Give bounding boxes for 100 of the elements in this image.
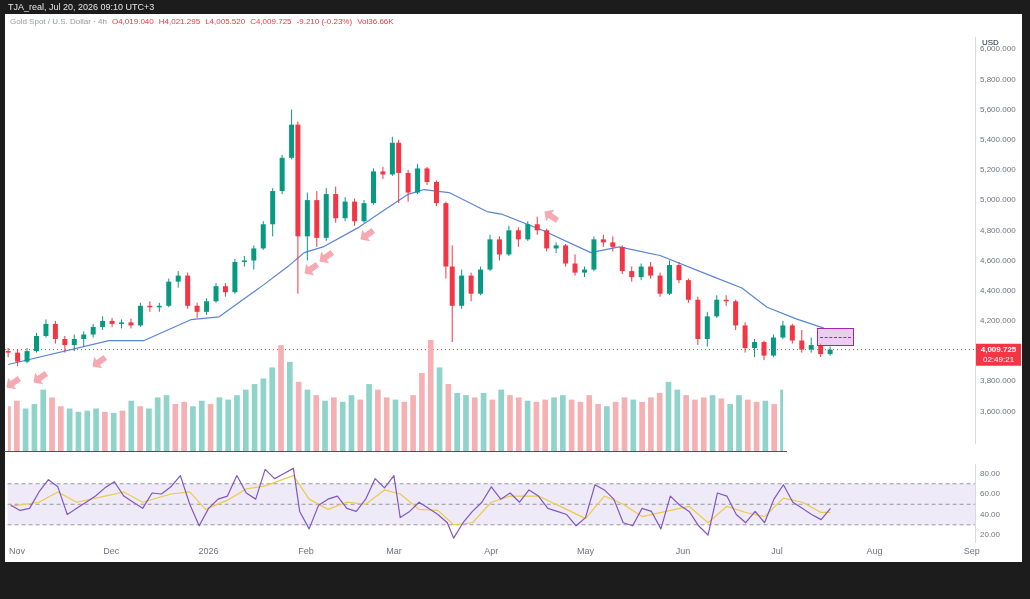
candlestick: [553, 241, 559, 254]
y-tick-label: 5,600.000: [980, 104, 1017, 114]
candlestick: [761, 340, 767, 361]
bar: [463, 395, 469, 451]
candlestick: [33, 332, 39, 354]
candlestick: [405, 169, 411, 203]
bar: [674, 389, 681, 451]
x-tick-label: Mar: [386, 546, 402, 557]
bar: [93, 408, 99, 451]
text: Vol36.66K: [357, 17, 394, 26]
bar: [560, 395, 566, 451]
bar: [58, 406, 64, 451]
candlestick: [657, 272, 663, 298]
candlestick: [342, 196, 348, 222]
x-tick-label: Jun: [675, 546, 691, 557]
y-tick-label: 20.00: [980, 530, 1001, 540]
x-tick-label: Dec: [103, 546, 120, 557]
bar: [727, 404, 733, 451]
y-tick-label: 80.00: [980, 468, 1001, 478]
bar: [313, 395, 320, 451]
text: L4,005.520: [205, 17, 246, 26]
bar: [507, 395, 513, 451]
bar: [410, 395, 416, 451]
bar: [198, 400, 205, 451]
y-tick-label: 4,800.000: [980, 225, 1017, 235]
text: C4,009.725: [250, 17, 292, 26]
candlestick: [251, 244, 257, 271]
bar: [744, 399, 751, 451]
candlestick: [572, 253, 578, 277]
candlestick: [194, 302, 200, 319]
bar: [322, 400, 328, 451]
x-tick-label: Sep: [963, 546, 980, 557]
bar: [700, 397, 707, 451]
x-tick-label: Nov: [8, 546, 26, 557]
candlestick: [137, 302, 143, 328]
bar: [146, 408, 152, 451]
y-tick-label: 6,000.000: [980, 44, 1017, 54]
candlestick: [361, 199, 367, 224]
candlestick: [563, 243, 569, 268]
bar: [639, 401, 645, 451]
text: 02:49:21: [982, 354, 1015, 364]
bar: [110, 412, 117, 451]
candlestick: [685, 278, 691, 304]
y-tick-label: 3,600.000: [980, 406, 1017, 416]
bar: [375, 389, 381, 451]
bar: [771, 404, 778, 451]
bar: [128, 400, 135, 451]
bar: [454, 392, 460, 451]
candlestick: [515, 226, 521, 248]
x-tick-label: May: [577, 546, 595, 557]
bar: [630, 399, 637, 451]
bar: [692, 399, 698, 451]
bar: [683, 395, 689, 451]
text: TJA_real, Jul 20, 2026 09:10 UTC+3: [8, 2, 155, 12]
bar: [13, 400, 20, 451]
bar: [551, 397, 557, 451]
y-axis-title: USD: [982, 38, 1000, 47]
chart-title: Gold Spot / U.S. Dollar · 4h: [10, 17, 107, 26]
bar: [604, 406, 610, 451]
candlestick: [433, 179, 439, 207]
bar: [427, 340, 434, 451]
bar: [471, 397, 478, 451]
bar: [40, 389, 47, 451]
text: O4,019.040: [111, 17, 154, 26]
y-tick-label: 4,400.000: [980, 285, 1017, 295]
bar: [49, 397, 55, 451]
candlestick: [780, 320, 786, 340]
bar: [190, 406, 196, 451]
x-tick-label: Aug: [866, 546, 883, 557]
candlestick: [424, 166, 430, 186]
bar: [595, 404, 601, 451]
bar: [401, 401, 408, 451]
bar: [736, 395, 742, 451]
candlestick: [380, 166, 386, 180]
bar: [366, 384, 372, 451]
candlestick: [213, 282, 219, 304]
bar: [586, 395, 593, 451]
x-tick-label: Jul: [771, 546, 783, 557]
bar: [331, 397, 337, 451]
text: -9.210 (-0.23%): [296, 17, 353, 26]
candlestick: [109, 317, 115, 328]
bar: [84, 410, 91, 451]
y-tick-label: 5,200.000: [980, 165, 1017, 175]
ref-line-label: 4,009.725: [980, 344, 1017, 354]
candlestick: [52, 320, 58, 345]
candlestick: [789, 323, 795, 345]
candlestick: [525, 220, 531, 242]
y-tick-label: 5,000.000: [980, 195, 1017, 205]
x-tick-label: Apr: [484, 546, 499, 557]
bar: [154, 397, 161, 451]
bar: [383, 397, 390, 451]
x-tick-label: Feb: [298, 546, 314, 557]
bar: [498, 389, 505, 451]
y-tick-label: 40.00: [980, 509, 1001, 519]
candlestick: [128, 318, 134, 329]
bar: [234, 395, 240, 451]
bar: [612, 401, 619, 451]
y-tick-label: 60.00: [980, 489, 1001, 499]
bar: [102, 411, 108, 451]
bar: [648, 397, 654, 451]
